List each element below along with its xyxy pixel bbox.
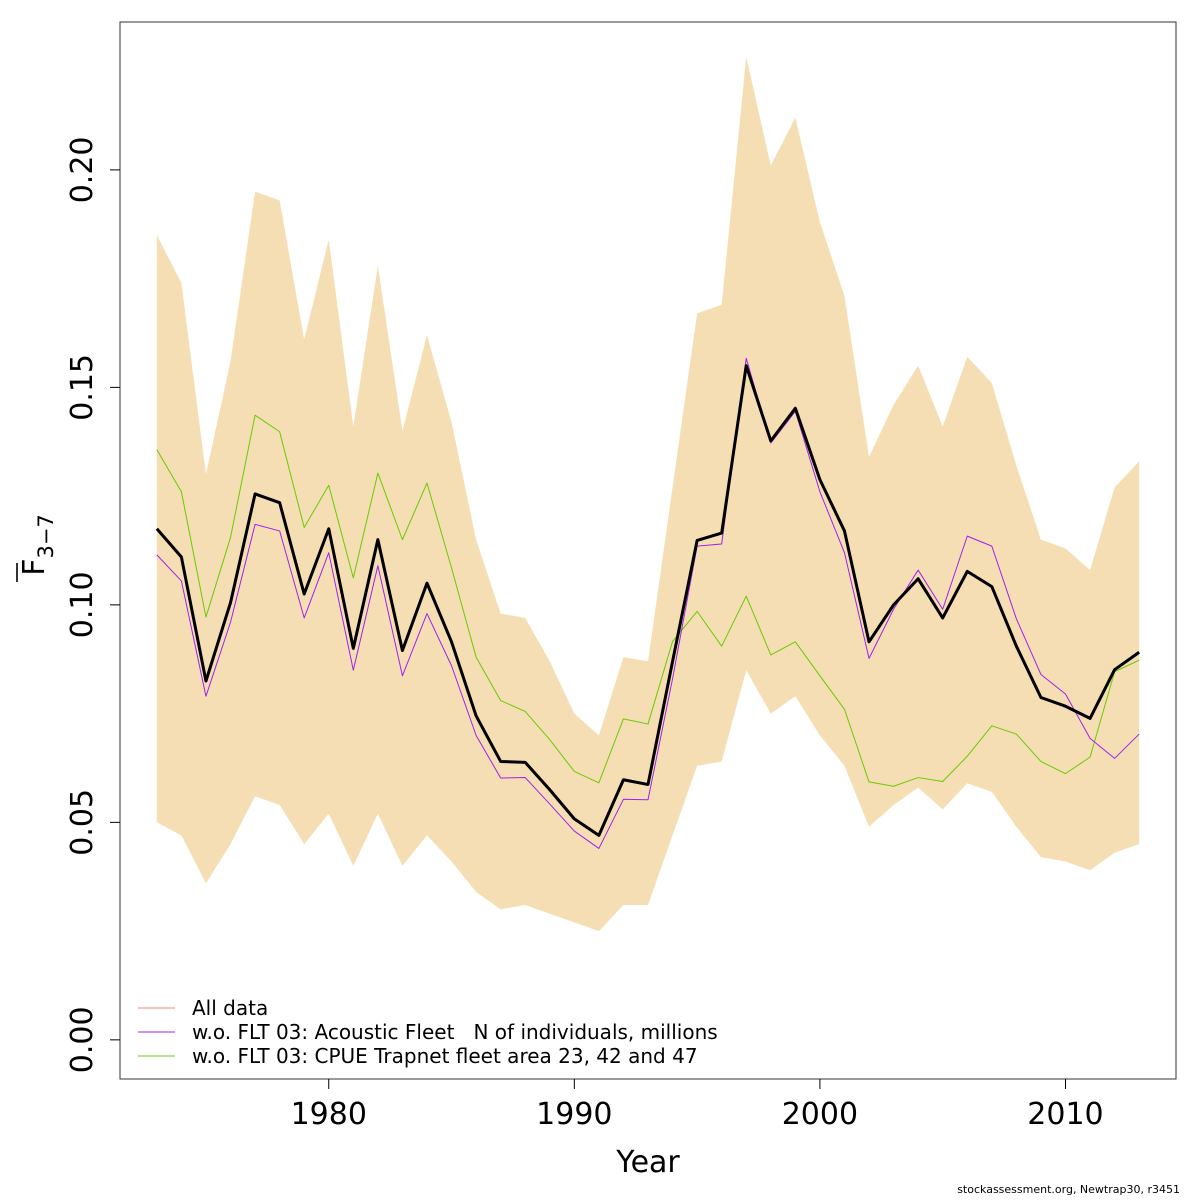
- legend-label-1: All data: [192, 996, 268, 1020]
- x-axis: 1980 1990 2000 2010: [291, 1079, 1104, 1132]
- y-tick-label: 0.00: [65, 1006, 100, 1073]
- x-tick-label: 1990: [536, 1097, 612, 1132]
- y-axis-label-main: F: [17, 559, 52, 576]
- confidence-band: [156, 56, 1140, 932]
- series-line-3: [156, 414, 1140, 787]
- series-layer: [155, 357, 1141, 849]
- y-tick-label: 0.20: [65, 136, 100, 203]
- y-axis-label-sub: 3−7: [34, 514, 58, 558]
- confidence-band-layer: [156, 56, 1140, 932]
- y-axis-label: F3−7: [16, 514, 58, 582]
- credit-text: stockassessment.org, Newtrap30, r3451: [957, 1183, 1180, 1196]
- y-tick-label: 0.05: [65, 789, 100, 856]
- series-line-1: [155, 364, 1141, 837]
- series-line-2: [156, 357, 1140, 849]
- x-tick-label: 1980: [291, 1097, 367, 1132]
- x-tick-label: 2000: [782, 1097, 858, 1132]
- svg-text:F3−7: F3−7: [17, 514, 58, 576]
- y-tick-label: 0.15: [65, 354, 100, 421]
- x-tick-label: 2010: [1027, 1097, 1103, 1132]
- plot-frame: [119, 21, 1177, 1080]
- x-axis-label: Year: [615, 1145, 680, 1180]
- y-tick-label: 0.10: [65, 571, 100, 638]
- y-axis: 0.00 0.05 0.10 0.15 0.20: [65, 136, 120, 1073]
- legend-label-3: w.o. FLT 03: CPUE Trapnet fleet area 23,…: [192, 1044, 698, 1068]
- legend-label-2: w.o. FLT 03: Acoustic Fleet N of individ…: [192, 1020, 718, 1044]
